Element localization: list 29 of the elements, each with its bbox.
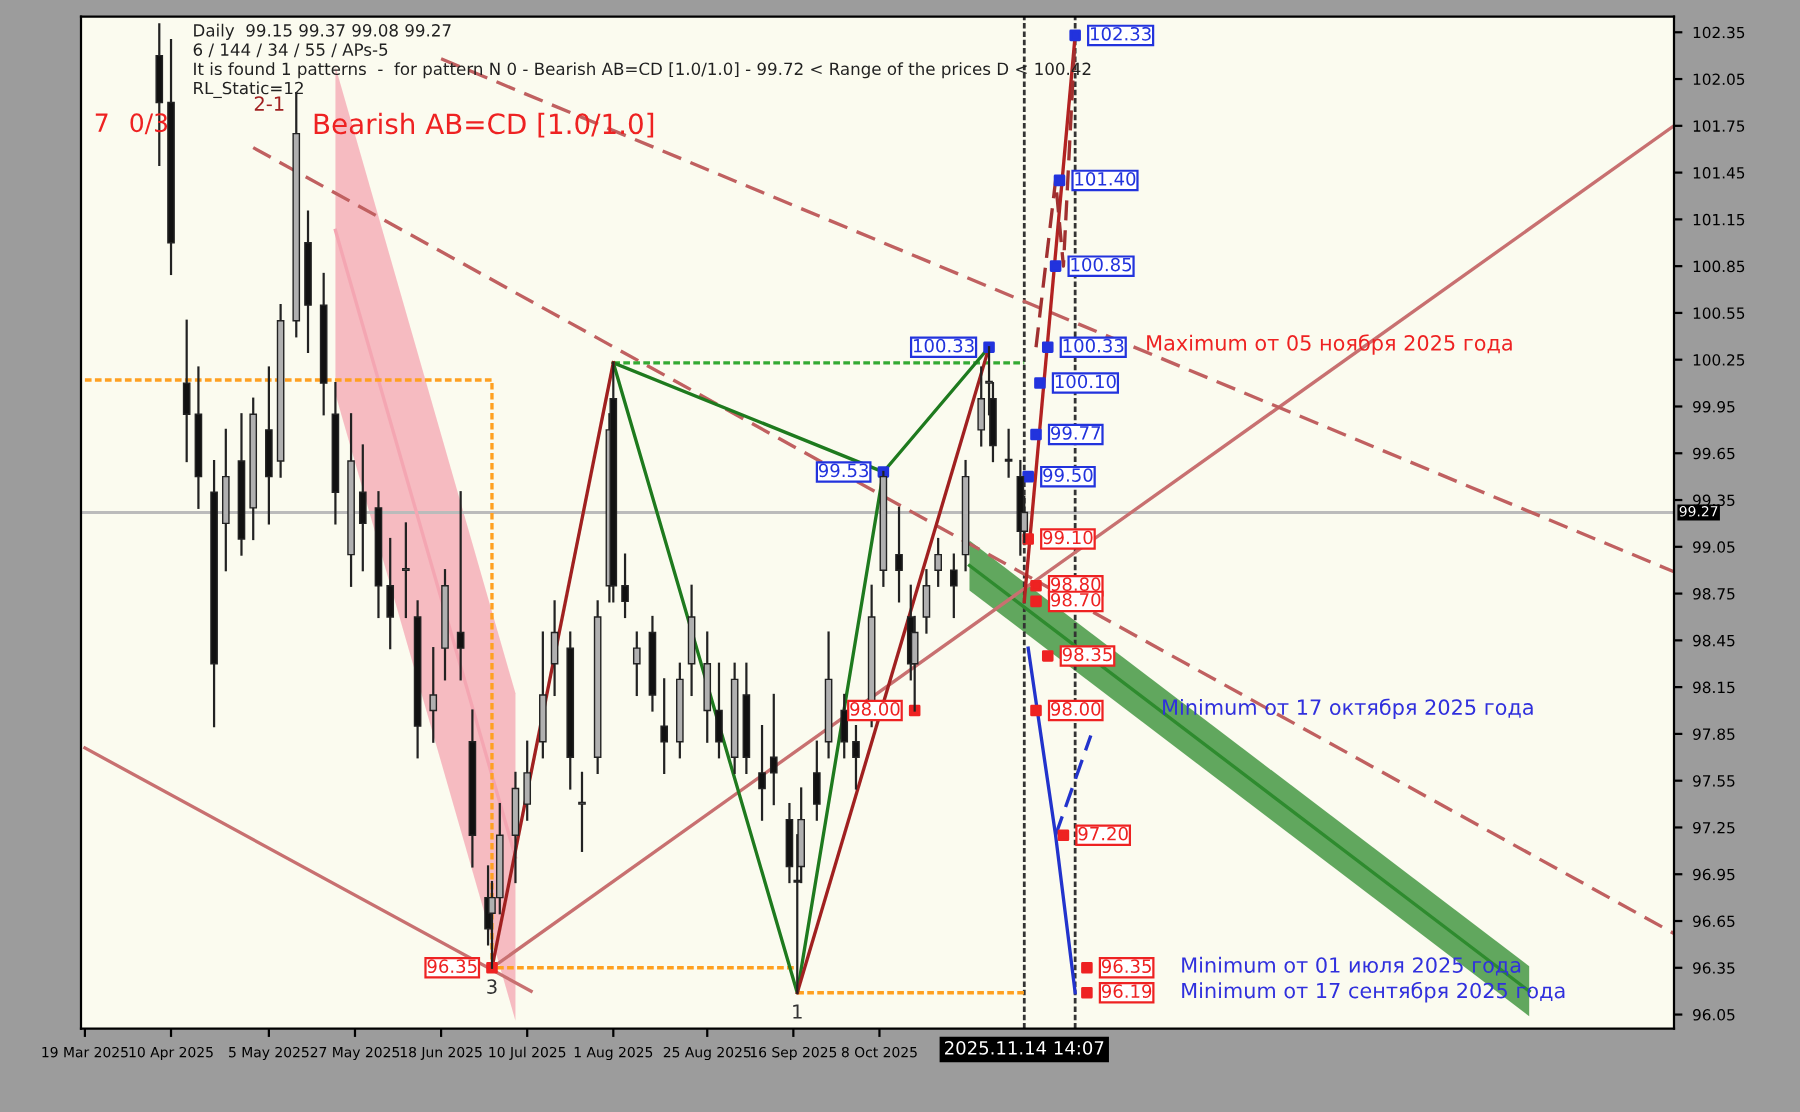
- data-label: 98.80: [1051, 577, 1101, 592]
- annotation: 2-1: [254, 96, 284, 111]
- data-label: 99.53: [818, 463, 869, 478]
- annotation: 7: [95, 113, 108, 132]
- annotation: RL_Static=12: [194, 81, 303, 99]
- annotation: Daily 99.15 99.37 99.08 99.27: [194, 23, 451, 40]
- annotation: 3: [487, 979, 497, 994]
- data-label: 101.40: [1075, 171, 1136, 186]
- ref-line-label: 2025.11.14 14:07: [945, 1041, 1104, 1055]
- data-label: 96.35: [427, 959, 477, 974]
- annotation: Minimum от 01 июля 2025 года: [1182, 956, 1521, 976]
- annotation: 1: [793, 1004, 802, 1019]
- data-label: 100.85: [1071, 257, 1132, 272]
- data-label: 96.35: [1101, 959, 1151, 974]
- data-label: 97.20: [1078, 826, 1128, 841]
- data-label: 98.00: [1051, 702, 1101, 716]
- data-label: 98.00: [850, 702, 900, 716]
- data-label: 102.33: [1091, 26, 1151, 41]
- data-label: 96.19: [1101, 984, 1152, 998]
- data-label: 99.77: [1051, 426, 1101, 440]
- data-label: 100.33: [1063, 338, 1124, 353]
- annotation: Bearish AB=CD [1.0/1.0]: [314, 112, 654, 138]
- data-label: 98.35: [1062, 647, 1112, 662]
- data-label: 100.10: [1055, 374, 1116, 389]
- data-label: 99.50: [1043, 468, 1093, 482]
- data-label: 99.10: [1043, 530, 1093, 545]
- data-label: 98.70: [1051, 592, 1101, 607]
- data-label: 100.33: [913, 338, 974, 353]
- annotation: 6 / 144 / 34 / 55 / APs-5: [193, 43, 388, 58]
